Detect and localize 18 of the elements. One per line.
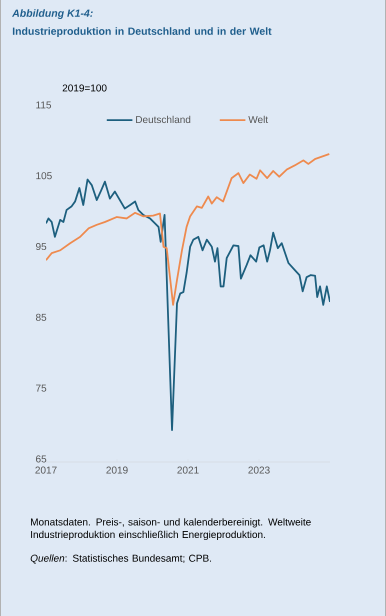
x-tick-label: 2023 xyxy=(248,466,270,474)
chart-subtitle: Industrieproduktion in Deutschland und in der Welt xyxy=(12,27,272,37)
y-tick-label: 105 xyxy=(36,172,52,180)
y-tick-label: 75 xyxy=(36,384,46,392)
text: Quellen: Statistisches Bundesamt; CPB. xyxy=(30,554,212,564)
x-tick-label: 2017 xyxy=(35,466,57,474)
x-tick-label: 2021 xyxy=(177,466,199,474)
y-tick-label: 85 xyxy=(36,314,46,321)
legend-label: Deutschland xyxy=(136,116,190,124)
y-tick-label: 115 xyxy=(36,101,52,108)
x-tick-label: 2019 xyxy=(106,466,128,474)
y-axis-title: 2019=100 xyxy=(62,84,107,92)
chart-title: Abbildung K1-4: xyxy=(12,9,93,19)
text: Monatsdaten. Preis-, saison- und kalenderbereinigt. Weltweite Industrieproduktion einschließlich Energieproduktion. xyxy=(31,518,311,540)
legend-label: Welt xyxy=(248,116,268,124)
y-tick-label: 95 xyxy=(36,242,46,250)
y-tick-label: 65 xyxy=(36,455,46,462)
line-series xyxy=(46,178,330,432)
